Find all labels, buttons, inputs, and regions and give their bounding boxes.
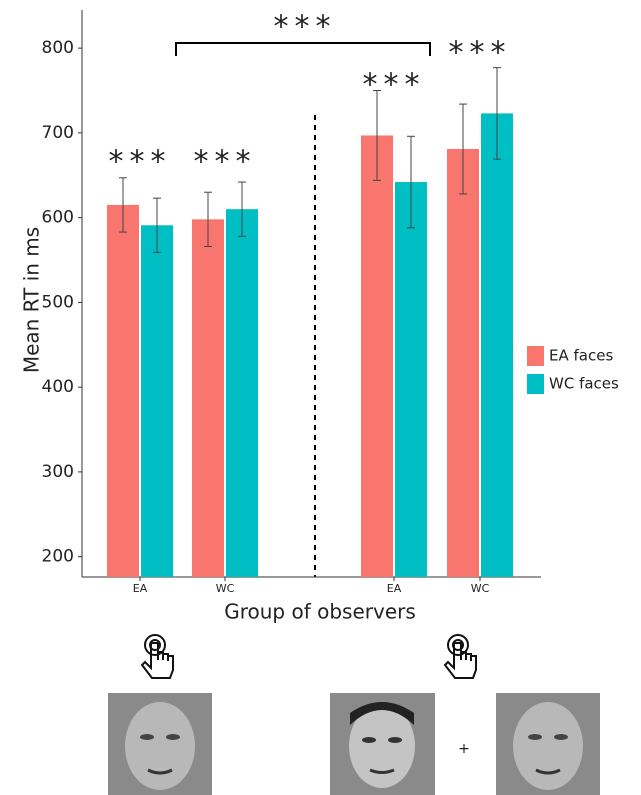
face-image — [496, 693, 600, 795]
y-tick-label: 800 — [42, 38, 74, 58]
x-tick-label: WC — [216, 582, 235, 595]
bar — [447, 148, 479, 577]
x-axis-label: Group of observers — [224, 600, 416, 624]
y-tick-label: 400 — [42, 377, 74, 397]
x-tick-label: WC — [471, 582, 490, 595]
significance-stars: *** — [274, 10, 337, 45]
legend-swatch — [527, 346, 544, 366]
y-tick-label: 700 — [42, 123, 74, 143]
significance-stars: *** — [194, 145, 257, 180]
bar — [395, 182, 427, 578]
y-tick-label: 300 — [42, 462, 74, 482]
y-tick-label: 600 — [42, 208, 74, 228]
significance-stars: *** — [109, 145, 172, 180]
plus-sign: + — [458, 741, 470, 757]
bar — [141, 225, 173, 577]
x-tick-label: EA — [133, 582, 148, 595]
face-image — [330, 693, 435, 795]
bar — [481, 113, 513, 577]
face-image — [108, 693, 212, 795]
legend-label: WC faces — [549, 375, 619, 393]
bar — [107, 204, 139, 577]
hand-icon — [140, 634, 174, 679]
significance-stars: *** — [363, 68, 426, 103]
y-tick-label: 200 — [42, 547, 74, 567]
bar — [361, 135, 393, 577]
legend-swatch — [527, 374, 544, 394]
x-tick-label: EA — [387, 582, 402, 595]
hand-icon — [443, 634, 477, 679]
y-tick-label: 500 — [42, 292, 74, 312]
bar — [192, 219, 224, 577]
y-axis-label: Mean RT in ms — [20, 227, 44, 373]
significance-stars: *** — [449, 36, 512, 71]
legend-label: EA faces — [549, 347, 613, 365]
bar — [226, 209, 258, 577]
bracket — [175, 42, 431, 56]
